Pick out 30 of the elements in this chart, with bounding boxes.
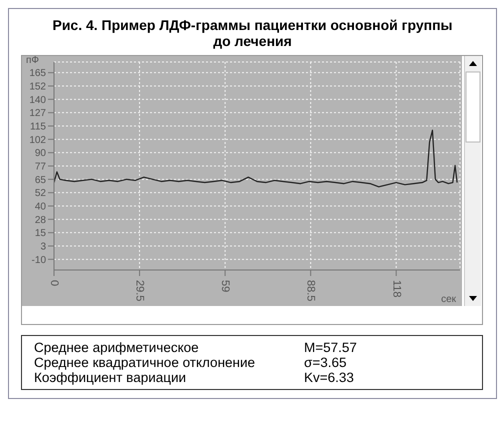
x-tick-label: 59 <box>219 280 232 292</box>
y-tick-label: 52 <box>34 188 46 200</box>
x-axis-title: сек <box>441 294 457 305</box>
y-tick-label: 77 <box>34 162 46 173</box>
y-tick-label: 90 <box>34 148 46 160</box>
y-tick-label: 15 <box>34 228 46 240</box>
text: Коэффициент вариации <box>34 370 188 385</box>
text: Среднее арифметическое <box>34 340 200 355</box>
x-tick-label: 118 <box>390 280 402 298</box>
x-tick-label: 88.5 <box>304 280 317 302</box>
text: Kv=6.33 <box>304 370 354 385</box>
y-tick-label: 140 <box>29 94 46 106</box>
x-tick-label: 0 <box>48 280 60 286</box>
y-axis-title: пФ <box>26 55 40 66</box>
y-tick-label: 40 <box>34 202 46 213</box>
y-tick-label: 165 <box>29 68 46 80</box>
text: Среднее квадратичное отклонение <box>34 355 256 370</box>
y-tick-label: 28 <box>34 214 46 226</box>
y-tick-label: 65 <box>34 174 46 186</box>
y-tick-label: -10 <box>32 254 46 266</box>
y-tick-label: 127 <box>29 108 46 120</box>
y-tick-label: 152 <box>29 82 46 93</box>
y-tick-label: 3 <box>40 242 46 253</box>
chart-title: Рис. 4. Пример ЛДФ-граммы пациентки основной группы до лечения <box>51 16 454 51</box>
y-tick-label: 102 <box>29 134 46 146</box>
x-tick-label: 29.5 <box>134 280 146 302</box>
text: σ=3.65 <box>304 355 346 370</box>
y-tick-label: 115 <box>30 122 46 133</box>
line-series <box>54 130 458 188</box>
text: M=57.57 <box>304 340 357 355</box>
